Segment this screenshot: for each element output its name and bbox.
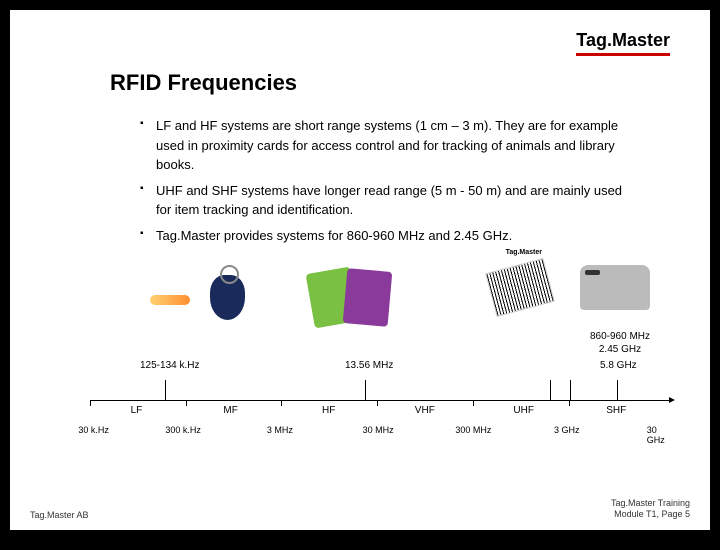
scale-ticks <box>90 400 670 406</box>
tick-uhf2 <box>570 380 571 400</box>
uhf-range-note: 860-960 MHz 2.45 GHz <box>590 330 650 356</box>
slide-title: RFID Frequencies <box>110 70 670 96</box>
hf-freq-label: 13.56 MHz <box>345 360 393 371</box>
keyfob-icon <box>210 275 245 320</box>
glass-ampoule-icon <box>150 295 190 305</box>
band-mf: MF <box>223 405 237 416</box>
bullet-2: UHF and SHF systems have longer read ran… <box>140 181 640 220</box>
barcode-label-icon <box>485 258 555 317</box>
scale-tick-4 <box>473 400 474 406</box>
slide: Tag.Master RFID Frequencies LF and HF sy… <box>10 10 710 530</box>
reader-device-icon <box>580 265 650 310</box>
scale-5: 3 GHz <box>554 425 580 435</box>
scale-1: 300 k.Hz <box>165 425 201 435</box>
barcode-brand: Tag.Master <box>506 249 542 256</box>
footer-module: Module T1, Page 5 <box>611 509 690 520</box>
card-purple-icon <box>343 268 393 327</box>
bullet-3: Tag.Master provides systems for 860-960 … <box>140 226 640 246</box>
band-hf: HF <box>322 405 335 416</box>
scale-4: 300 MHz <box>455 425 491 435</box>
tick-lf <box>165 380 166 400</box>
scale-2: 3 MHz <box>267 425 293 435</box>
bullet-1: LF and HF systems are short range system… <box>140 116 640 175</box>
bullet-list: LF and HF systems are short range system… <box>140 116 640 245</box>
scale-3: 30 MHz <box>363 425 394 435</box>
scale-6: 30 GHz <box>647 425 670 445</box>
footer-training: Tag.Master Training <box>611 498 690 509</box>
scale-tick-5 <box>569 400 570 406</box>
range-note-line1: 860-960 MHz <box>590 330 650 343</box>
graphics-row: Tag.Master <box>110 265 670 325</box>
band-shf: SHF <box>606 405 626 416</box>
shf-freq-label: 5.8 GHz <box>600 360 637 371</box>
band-vhf: VHF <box>415 405 435 416</box>
tick-hf <box>365 380 366 400</box>
scale-tick-1 <box>186 400 187 406</box>
tick-uhf1 <box>550 380 551 400</box>
scale-0: 30 k.Hz <box>78 425 109 435</box>
lf-freq-label: 125-134 k.Hz <box>140 360 199 371</box>
band-lf: LF <box>131 405 143 416</box>
scale-tick-2 <box>281 400 282 406</box>
scale-tick-3 <box>377 400 378 406</box>
scale-tick-0 <box>90 400 91 406</box>
tick-shf <box>617 380 618 400</box>
freq-ticks <box>110 375 670 400</box>
band-uhf: UHF <box>513 405 534 416</box>
logo-top: Tag.Master <box>576 30 670 56</box>
footer-pageinfo: Tag.Master Training Module T1, Page 5 <box>611 498 690 520</box>
range-note-line2: 2.45 GHz <box>590 343 650 356</box>
footer-company: Tag.Master AB <box>30 510 89 520</box>
